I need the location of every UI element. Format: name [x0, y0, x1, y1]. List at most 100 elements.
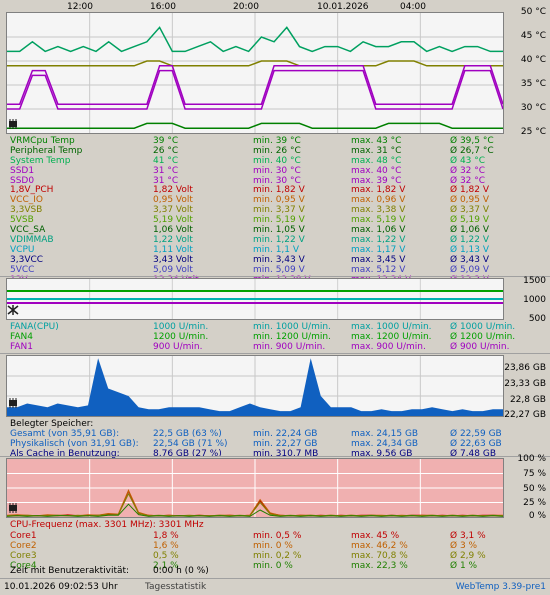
sensor-avg: Ø 43 °C — [450, 156, 486, 166]
sensor-name: VCC_IO — [10, 195, 43, 205]
sensor-max: max. 46,2 % — [351, 541, 408, 551]
sensor-max: max. 1200 U/min. — [351, 332, 432, 342]
divider — [0, 353, 550, 354]
sensor-min: min. 22,24 GB — [253, 429, 318, 439]
sensor-cur: 22,5 GB (63 %) — [153, 429, 222, 439]
y-tick: 1000 — [523, 295, 546, 305]
sensor-avg: Ø 1,82 V — [450, 185, 490, 195]
sensor-avg: Ø 22,59 GB — [450, 429, 502, 439]
timestamp: 10.01.2026 09:02:53 Uhr — [4, 582, 118, 592]
sensor-min: min. 310,7 MB — [253, 449, 319, 459]
sensor-max: max. 3,45 V — [351, 255, 406, 265]
sensor-max: max. 5,12 V — [351, 265, 406, 275]
memory-icon — [7, 398, 19, 408]
cpu-chart — [6, 458, 504, 518]
series-area — [7, 358, 503, 416]
sensor-name: System Temp — [10, 156, 71, 166]
sensor-min: min. 0,95 V — [253, 195, 305, 205]
sensor-max: max. 48 °C — [351, 156, 402, 166]
y-tick: 50 % — [523, 484, 546, 494]
sensor-max: max. 45 % — [351, 531, 400, 541]
y-tick: 30 °C — [520, 103, 546, 113]
sensor-avg: Ø 1 % — [450, 561, 478, 571]
sensor-max: max. 1000 U/min. — [351, 322, 432, 332]
sensor-min: min. 30 °C — [253, 166, 301, 176]
series-line — [7, 26, 503, 53]
sensor-avg: Ø 3 % — [450, 541, 478, 551]
sensor-cur: 3,37 Volt — [153, 205, 193, 215]
sensor-cur: 0,95 Volt — [153, 195, 193, 205]
sensor-max: max. 1,06 V — [351, 225, 406, 235]
daily-stats-link[interactable]: Tagesstatistik — [145, 582, 207, 592]
time-label: 04:00 — [400, 2, 426, 12]
sensor-min: min. 5,09 V — [253, 265, 305, 275]
sensor-avg: Ø 0,95 V — [450, 195, 490, 205]
sensor-name: Core2 — [10, 541, 37, 551]
sensor-name: Core3 — [10, 551, 37, 561]
sensor-name: VDIMMAB — [10, 235, 54, 245]
series-line — [7, 69, 503, 110]
sensor-min: min. 900 U/min. — [253, 342, 326, 352]
sensor-min: min. 3,43 V — [253, 255, 305, 265]
y-tick: 35 °C — [520, 79, 546, 89]
sensor-min: min. 1,05 V — [253, 225, 305, 235]
sensor-avg: Ø 39,5 °C — [450, 136, 494, 146]
sensor-min: min. 0,2 % — [253, 551, 302, 561]
sensor-avg: Ø 5,09 V — [450, 265, 490, 275]
sensor-name: VCC_SA — [10, 225, 46, 235]
sensor-max: max. 24,34 GB — [351, 439, 419, 449]
sensor-cur: 5,09 Volt — [153, 265, 193, 275]
fan-chart — [6, 278, 504, 320]
time-label: 16:00 — [150, 2, 176, 12]
sensor-max: max. 22,3 % — [351, 561, 408, 571]
sensor-cur: 1000 U/min. — [153, 322, 209, 332]
sensor-avg: Ø 26,7 °C — [450, 146, 494, 156]
sensor-name: VCPU — [10, 245, 35, 255]
memory-header: Belegter Speicher: — [10, 419, 94, 429]
sensor-name: 5VSB — [10, 215, 34, 225]
sensor-name: Core1 — [10, 531, 37, 541]
sensor-avg: Ø 32 °C — [450, 166, 486, 176]
divider — [0, 578, 550, 579]
sensor-avg: Ø 1000 U/min. — [450, 322, 516, 332]
version-link[interactable]: WebTemp 3.39-pre1 — [455, 582, 546, 592]
y-tick: 22,8 GB — [509, 395, 546, 405]
sensor-avg: Ø 1,13 V — [450, 245, 490, 255]
sensor-cur: 39 °C — [153, 136, 179, 146]
y-tick: 25 % — [523, 498, 546, 508]
sensor-name: SSD0 — [10, 176, 35, 186]
sensor-cur: 1,22 Volt — [153, 235, 193, 245]
sensor-max: max. 39 °C — [351, 176, 402, 186]
y-tick: 23,86 GB — [504, 363, 546, 373]
activity-label: Zeit mit Benutzeraktivität: — [10, 566, 130, 576]
sensor-cur: 3,43 Volt — [153, 255, 193, 265]
y-tick: 0 % — [528, 511, 546, 521]
y-tick: 100 % — [517, 454, 546, 464]
sensor-max: max. 1,17 V — [351, 245, 406, 255]
sensor-max: max. 31 °C — [351, 146, 402, 156]
status-bar: 10.01.2026 09:02:53 Uhr Tagesstatistik W… — [0, 580, 550, 595]
sensor-cur: 22,54 GB (71 %) — [153, 439, 228, 449]
sensor-avg: Ø 3,37 V — [450, 205, 490, 215]
sensor-min: min. 1200 U/min. — [253, 332, 331, 342]
sensor-name: FAN4 — [10, 332, 33, 342]
temperature-chart-svg — [7, 13, 503, 133]
y-tick: 25 °C — [520, 127, 546, 137]
sensor-cur: 5,19 Volt — [153, 215, 193, 225]
time-label: 12:00 — [67, 2, 93, 12]
sensor-name: 5VCC — [10, 265, 35, 275]
sensor-min: min. 22,27 GB — [253, 439, 318, 449]
sensor-max: max. 1,22 V — [351, 235, 406, 245]
sensor-min: min. 0 % — [253, 561, 293, 571]
series-line — [7, 65, 503, 105]
sensor-cur: 26 °C — [153, 146, 179, 156]
sensor-cur: 1,8 % — [153, 531, 179, 541]
cpu-frequency: CPU-Frequenz (max. 3301 MHz): 3301 MHz — [10, 520, 204, 530]
y-tick: 1500 — [523, 276, 546, 286]
memory-chart-svg — [7, 356, 503, 416]
sensor-min: min. 1,1 V — [253, 245, 300, 255]
sensor-cur: 31 °C — [153, 176, 179, 186]
y-tick: 50 °C — [520, 7, 546, 17]
sensor-avg: Ø 1200 U/min. — [450, 332, 516, 342]
activity-value: 0:00 h (0 %) — [153, 566, 209, 576]
